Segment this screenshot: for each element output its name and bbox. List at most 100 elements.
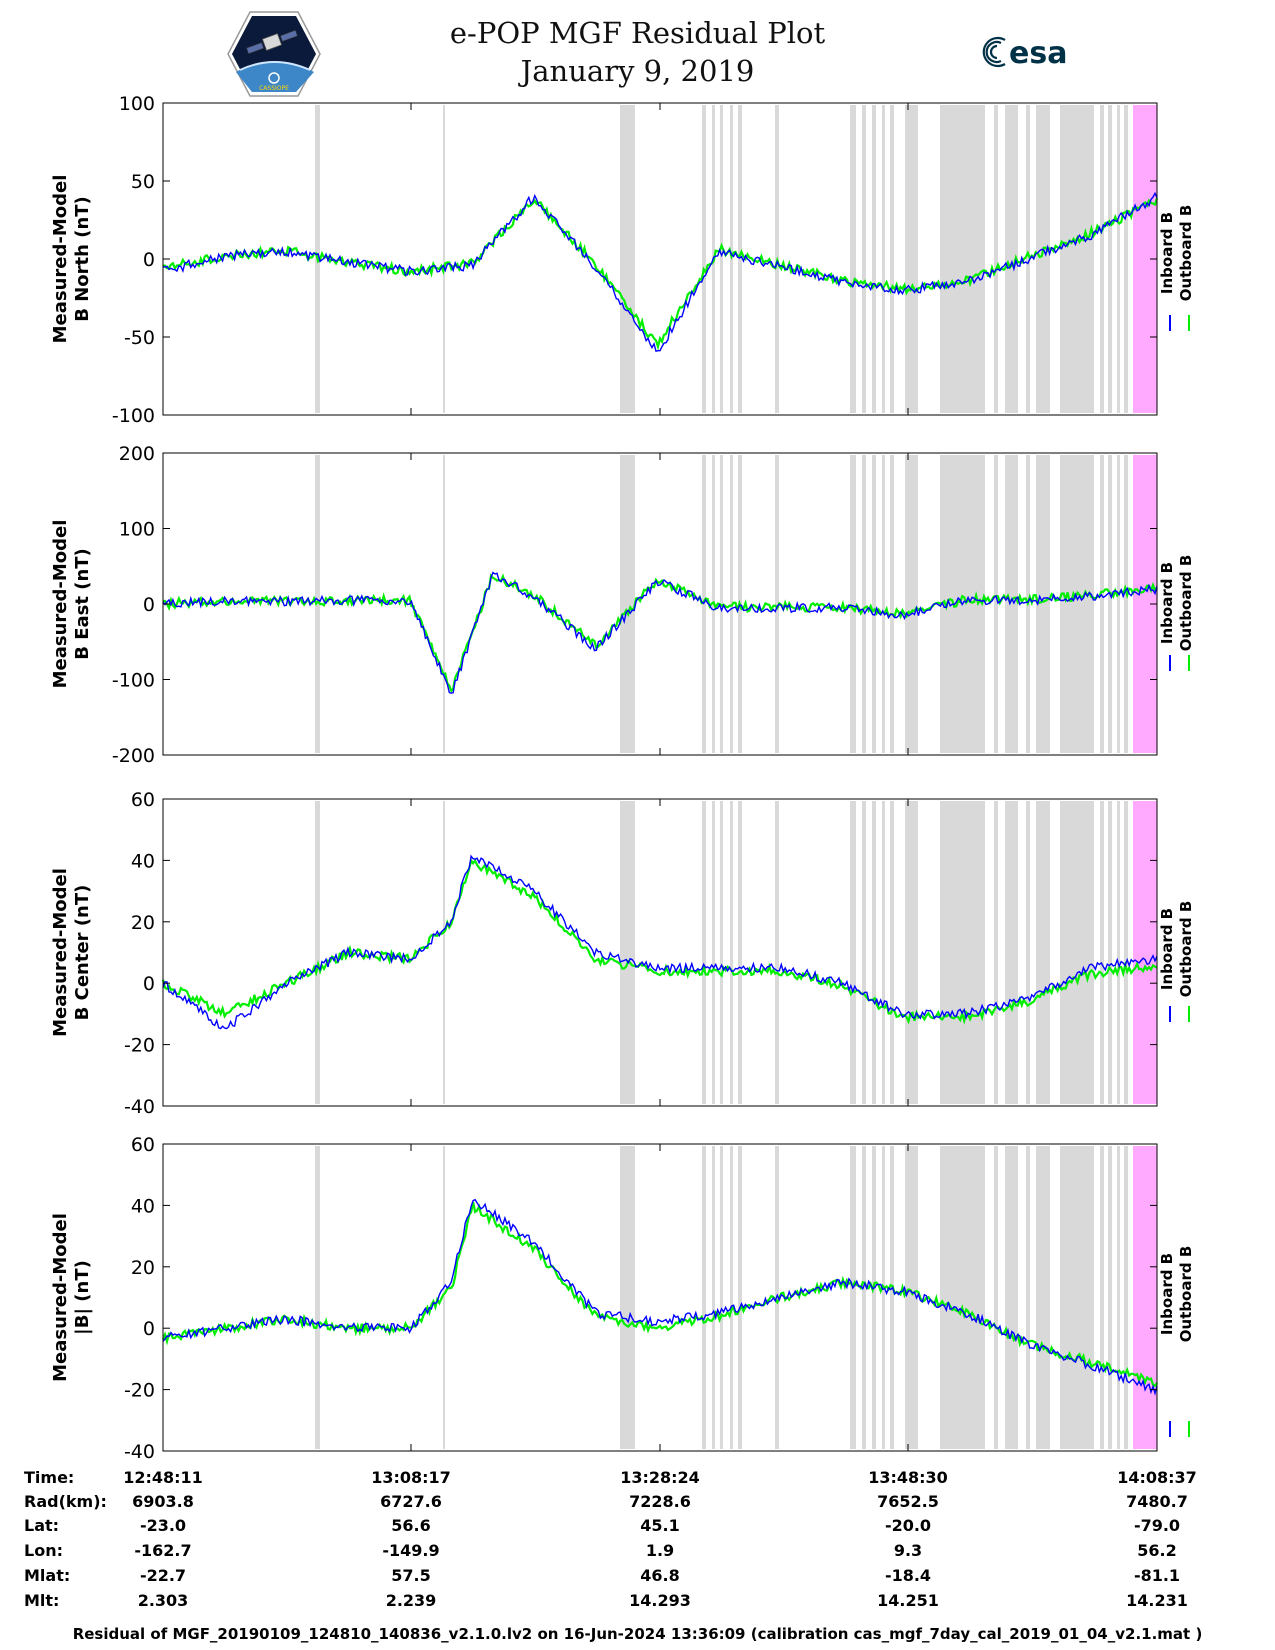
data-gap-band: [940, 801, 985, 1104]
info-value: 46.8: [640, 1566, 680, 1585]
y-tick-label: 0: [143, 973, 155, 995]
info-value: 6727.6: [380, 1492, 442, 1511]
data-gap-band: [1117, 1146, 1120, 1449]
legend-labels: Inboard BOutboard B: [1158, 1246, 1195, 1343]
data-gap-band: [882, 455, 885, 753]
footer-caption: Residual of MGF_20190109_124810_140836_v…: [72, 1625, 1203, 1643]
info-value: 1.9: [645, 1541, 675, 1560]
data-gap-band: [890, 801, 894, 1104]
end-of-data-band: [1133, 801, 1157, 1104]
data-gap-band: [738, 105, 742, 413]
data-gap-band: [905, 455, 918, 753]
info-value: 14.251: [877, 1591, 939, 1610]
data-gap-band: [738, 1146, 742, 1449]
data-gap-band: [1005, 1146, 1018, 1449]
info-value: 7228.6: [629, 1492, 691, 1511]
y-tick-label: -50: [124, 327, 155, 349]
data-gap-band: [1108, 801, 1112, 1104]
data-gap-band: [712, 1146, 715, 1449]
y-axis-label-line: Measured-Model: [50, 175, 71, 344]
info-value: 6903.8: [132, 1492, 194, 1511]
data-gap-band: [1117, 105, 1120, 413]
info-value: 2.239: [385, 1591, 437, 1610]
info-row-label: Mlat:: [24, 1566, 71, 1585]
data-gap-band: [862, 105, 866, 413]
data-gap-band: [1026, 105, 1030, 413]
info-value: -20.0: [884, 1516, 932, 1535]
info-value: -162.7: [134, 1541, 192, 1560]
inboard-series-line: [162, 854, 1158, 1030]
info-value: -149.9: [382, 1541, 440, 1560]
y-axis-label-line: Measured-Model: [50, 1213, 71, 1382]
legend-inboard-label: Inboard B: [1158, 1253, 1176, 1335]
y-tick-label: 200: [119, 443, 155, 465]
legend-inboard-label: Inboard B: [1158, 562, 1176, 644]
y-axis-label-line: |B| (nT): [72, 1260, 93, 1335]
data-gap-band: [850, 1146, 856, 1449]
data-gap-band: [940, 1146, 985, 1449]
y-axis-label-line: B North (nT): [72, 196, 93, 322]
info-value: -81.1: [1133, 1566, 1181, 1585]
legend-inboard-label: Inboard B: [1158, 212, 1176, 294]
data-gap-band: [994, 1146, 998, 1449]
info-value: 14:08:37: [1117, 1468, 1197, 1487]
data-gap-band: [1005, 801, 1018, 1104]
data-gap-band: [872, 1146, 876, 1449]
data-gap-band: [1100, 105, 1104, 413]
y-tick-label: -40: [124, 1441, 155, 1463]
data-gap-band: [702, 1146, 706, 1449]
y-axis-label-line: B Center (nT): [72, 885, 93, 1021]
data-gap-band: [862, 455, 866, 753]
data-gap-band: [1100, 801, 1104, 1104]
info-value: 13:28:24: [620, 1468, 700, 1487]
data-gap-band: [1060, 801, 1094, 1104]
data-gap-band: [1060, 455, 1094, 753]
esa-logo: esa: [982, 36, 1067, 71]
cassiope-logo: CASSIOPE: [227, 11, 321, 97]
info-value: 13:48:30: [868, 1468, 948, 1487]
info-row-label: Lat:: [24, 1516, 60, 1535]
data-gap-band: [905, 801, 918, 1104]
info-value: 9.3: [893, 1541, 923, 1560]
data-gap-band: [1124, 105, 1128, 413]
data-gap-band: [850, 455, 856, 753]
y-tick-label: 60: [131, 789, 155, 811]
data-gap-band: [1124, 455, 1128, 753]
data-gap-band: [890, 105, 894, 413]
legend-labels: Inboard BOutboard B: [1158, 555, 1195, 652]
data-gap-band: [1036, 801, 1050, 1104]
y-tick-label: -100: [112, 670, 155, 692]
data-gap-band: [882, 105, 885, 413]
data-gap-band: [862, 801, 866, 1104]
data-gap-band: [1108, 105, 1112, 413]
y-axis-label: Measured-Model|B| (nT): [50, 1213, 93, 1382]
data-gap-band: [1100, 455, 1104, 753]
info-row-label: Lon:: [24, 1541, 63, 1560]
data-gap-band: [1124, 801, 1128, 1104]
end-of-data-band: [1133, 1146, 1157, 1449]
y-tick-label: 0: [143, 594, 155, 616]
inboard-series-line: [162, 191, 1158, 353]
data-gap-band: [872, 455, 876, 753]
info-value: 2.303: [137, 1591, 189, 1610]
data-gap-band: [620, 455, 635, 753]
data-gap-band: [620, 105, 635, 413]
info-value: 57.5: [391, 1566, 431, 1585]
data-gap-band: [1108, 455, 1112, 753]
data-gap-band: [994, 801, 998, 1104]
data-gap-band: [940, 105, 985, 413]
data-gap-band: [443, 105, 445, 413]
data-gap-band: [1036, 105, 1050, 413]
data-gap-band: [1005, 105, 1018, 413]
data-gap-band: [702, 801, 706, 1104]
legend-outboard-label: Outboard B: [1177, 1246, 1195, 1343]
y-axis-label: Measured-ModelB Center (nT): [50, 868, 93, 1037]
legend-outboard-label: Outboard B: [1177, 901, 1195, 998]
y-tick-label: -20: [124, 1380, 155, 1402]
data-gap-band: [443, 801, 445, 1104]
y-tick-label: 20: [131, 1257, 155, 1279]
info-value: 14.231: [1126, 1591, 1188, 1610]
inboard-series-line: [162, 1198, 1158, 1396]
data-gap-band: [720, 105, 723, 413]
